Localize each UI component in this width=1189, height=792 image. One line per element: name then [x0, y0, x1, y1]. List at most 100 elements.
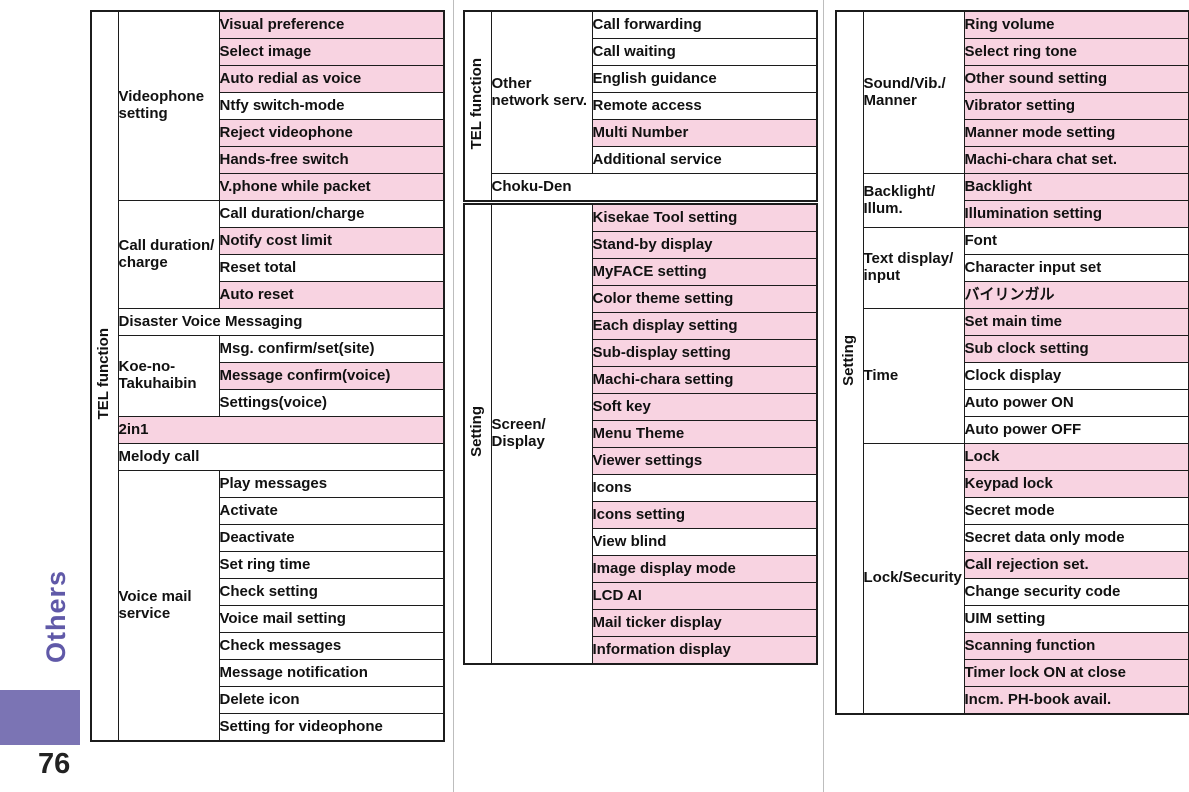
- menu-item: Deactivate: [218, 524, 445, 552]
- menu-table-tel-function-main: TEL function Videophone setting Visual pre…: [90, 10, 445, 742]
- menu-item: Viewer settings: [591, 447, 818, 475]
- menu-item: Each display setting: [591, 312, 818, 340]
- menu-item: Reject videophone: [218, 119, 445, 147]
- menu-item: Character input set: [963, 254, 1189, 282]
- menu-item: Visual preference: [218, 10, 445, 39]
- menu-item: Notify cost limit: [218, 227, 445, 255]
- category-label: TEL function: [95, 327, 113, 420]
- menu-item: Call forwarding: [591, 10, 818, 39]
- menu-item: Menu Theme: [591, 420, 818, 448]
- category-label: TEL function: [468, 57, 486, 150]
- menu-table: Setting Sound/​Vib./​Manner Ring volume Sel…: [835, 10, 1189, 715]
- menu-item: Reset total: [218, 254, 445, 282]
- menu-item: Change security code: [963, 578, 1189, 606]
- menu-item: Auto power ON: [963, 389, 1189, 417]
- menu-table: TEL function Other network serv. Call forw…: [463, 10, 818, 202]
- menu-item: Sub clock setting: [963, 335, 1189, 363]
- group-label: Lock/​Security: [862, 443, 965, 715]
- menu-item: MyFACE setting: [591, 258, 818, 286]
- menu-item: LCD AI: [591, 582, 818, 610]
- menu-span-item: Melody call: [117, 443, 445, 471]
- group-label: Sound/​Vib./​Manner: [862, 10, 965, 174]
- menu-span-item: Choku-Den: [490, 173, 818, 202]
- menu-item: V.phone while packet: [218, 173, 445, 201]
- menu-item: Vibrator setting: [963, 92, 1189, 120]
- menu-item: Setting for videophone: [218, 713, 445, 742]
- menu-item: Backlight: [963, 173, 1189, 201]
- menu-item: Auto redial as voice: [218, 65, 445, 93]
- group-label: Screen/​Display: [490, 203, 593, 665]
- group-label: Call duration/​charge: [117, 200, 220, 309]
- menu-item: Ring volume: [963, 10, 1189, 39]
- group-label: Time: [862, 308, 965, 444]
- group-label: Other network serv.: [490, 10, 593, 174]
- chapter-tab-label: Others: [41, 570, 71, 664]
- menu-item: Select ring tone: [963, 38, 1189, 66]
- menu-item: Set main time: [963, 308, 1189, 336]
- menu-span-item: 2in1: [117, 416, 445, 444]
- menu-item: Keypad lock: [963, 470, 1189, 498]
- menu-item: Sub-display setting: [591, 339, 818, 367]
- category-cell: TEL function: [90, 10, 119, 742]
- menu-item: English guidance: [591, 65, 818, 93]
- category-cell: Setting: [835, 10, 864, 715]
- menu-item: Auto power OFF: [963, 416, 1189, 444]
- menu-item: Illumination setting: [963, 200, 1189, 228]
- menu-item: Machi-chara chat set.: [963, 146, 1189, 174]
- menu-item: Settings(voice): [218, 389, 445, 417]
- group-label: Koe-no-Takuhaibin: [117, 335, 220, 417]
- menu-item: Auto reset: [218, 281, 445, 309]
- menu-item: Icons setting: [591, 501, 818, 529]
- menu-item: Machi-chara setting: [591, 366, 818, 394]
- menu-item: Information display: [591, 636, 818, 665]
- menu-item: UIM setting: [963, 605, 1189, 633]
- menu-item: Set ring time: [218, 551, 445, 579]
- menu-item: Color theme setting: [591, 285, 818, 313]
- menu-item: Select image: [218, 38, 445, 66]
- menu-item: Stand-by display: [591, 231, 818, 259]
- menu-item: Manner mode setting: [963, 119, 1189, 147]
- menu-item: Lock: [963, 443, 1189, 471]
- menu-item: Check messages: [218, 632, 445, 660]
- menu-table: Setting Screen/​Display Kisekae Tool setti…: [463, 203, 818, 665]
- menu-item: Message confirm(voice): [218, 362, 445, 390]
- menu-table-tel-function-network: TEL function Other network serv. Call forw…: [463, 10, 818, 202]
- menu-item: Incm. PH-book avail.: [963, 686, 1189, 715]
- menu-item: Scanning function: [963, 632, 1189, 660]
- column-divider: [453, 0, 454, 792]
- menu-item: Check setting: [218, 578, 445, 606]
- menu-table: TEL function Videophone setting Visual pre…: [90, 10, 445, 742]
- menu-item: Soft key: [591, 393, 818, 421]
- menu-item: Secret mode: [963, 497, 1189, 525]
- menu-item: Kisekae Tool setting: [591, 203, 818, 232]
- menu-item: Secret data only mode: [963, 524, 1189, 552]
- menu-table-setting-screen: Setting Screen/​Display Kisekae Tool setti…: [463, 203, 818, 665]
- page-number: 76: [38, 748, 71, 780]
- menu-item: Icons: [591, 474, 818, 502]
- menu-item: Ntfy switch-mode: [218, 92, 445, 120]
- group-label: Voice mail service: [117, 470, 220, 742]
- menu-item: Clock display: [963, 362, 1189, 390]
- menu-item: バイリンガル: [963, 281, 1189, 309]
- category-label: Setting: [468, 406, 486, 458]
- menu-item: Multi Number: [591, 119, 818, 147]
- menu-item: Hands-free switch: [218, 146, 445, 174]
- menu-item: Play messages: [218, 470, 445, 498]
- menu-item: Call duration/charge: [218, 200, 445, 228]
- group-label: Videophone setting: [117, 10, 220, 201]
- menu-item: View blind: [591, 528, 818, 556]
- menu-item: Call waiting: [591, 38, 818, 66]
- menu-item: Image display mode: [591, 555, 818, 583]
- menu-item: Activate: [218, 497, 445, 525]
- menu-item: Remote access: [591, 92, 818, 120]
- menu-item: Mail ticker display: [591, 609, 818, 637]
- category-label: Setting: [840, 334, 858, 386]
- column-divider: [823, 0, 824, 792]
- menu-span-item: Disaster Voice Messaging: [117, 308, 445, 336]
- category-cell: Setting: [463, 203, 492, 665]
- menu-item: Timer lock ON at close: [963, 659, 1189, 687]
- menu-item: Font: [963, 227, 1189, 255]
- group-label: Backlight/​Illum.: [862, 173, 965, 228]
- menu-item: Call rejection set.: [963, 551, 1189, 579]
- chapter-tab-block: [0, 690, 80, 745]
